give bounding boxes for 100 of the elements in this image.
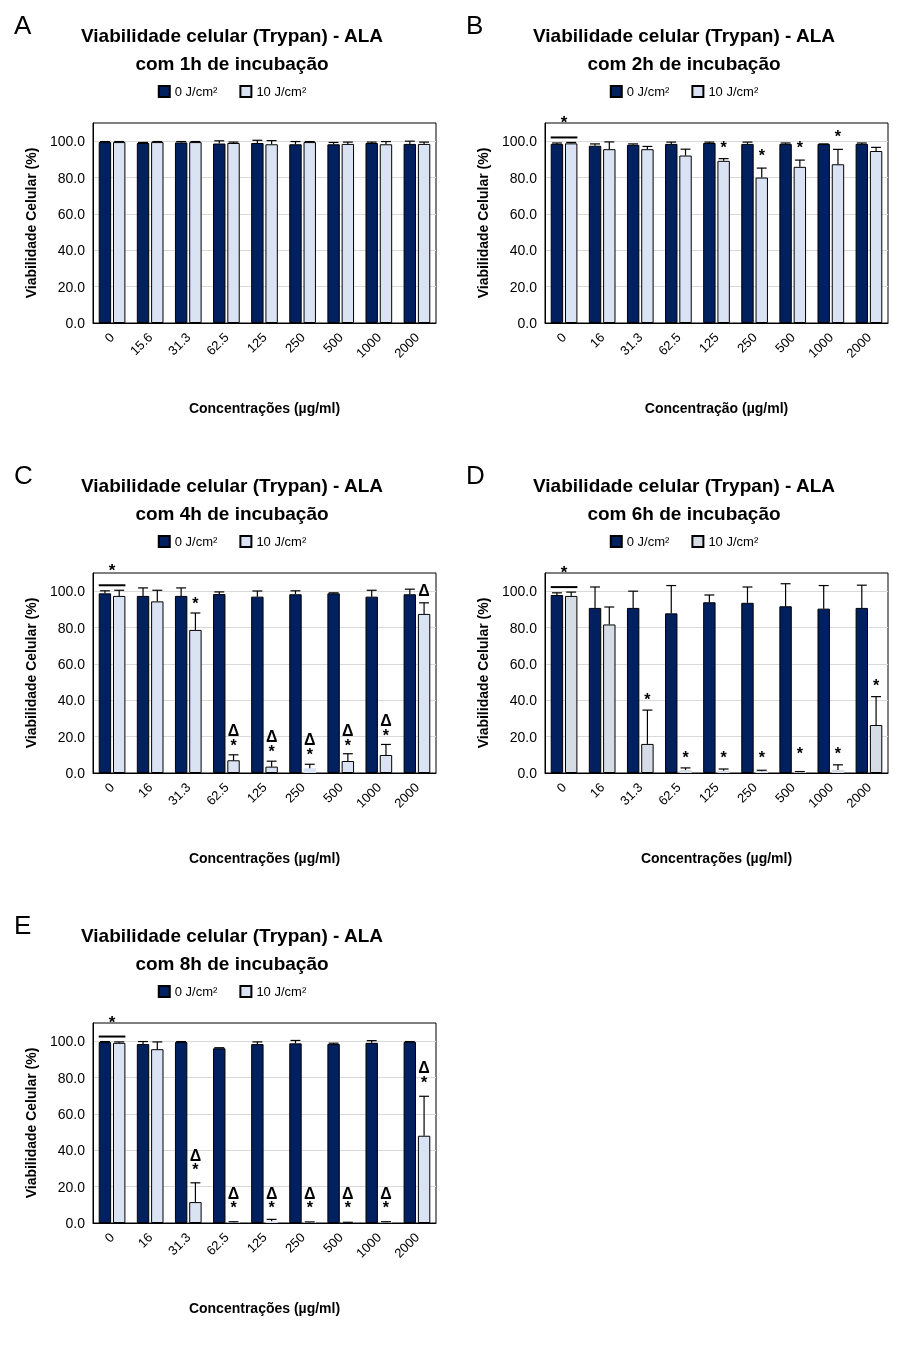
x-tick-label: 0 [101, 1229, 118, 1246]
annotation: * [306, 1199, 314, 1217]
x-tick-label: 31.3 [617, 779, 646, 809]
x-tick-label: 15.6 [126, 329, 156, 359]
y-axis-title: Viabilidade Celular (%) [23, 147, 39, 299]
annotation: Δ [265, 1184, 278, 1202]
y-tick-label: 0.0 [65, 765, 86, 781]
annotation: * [192, 594, 200, 612]
annotation: * [382, 1199, 390, 1217]
legend-label: 0 J/cm² [626, 534, 671, 549]
x-tick-label: 500 [320, 1229, 347, 1256]
y-tick-label: 100.0 [501, 133, 538, 150]
annotation: * [834, 744, 842, 762]
y-tick-label: 40.0 [57, 242, 86, 259]
y-tick-label: 80.0 [57, 169, 86, 186]
x-tick-label: 0 [553, 329, 570, 346]
text: B [466, 10, 484, 40]
y-tick-label: 60.0 [57, 655, 86, 672]
annotation: Δ [227, 721, 240, 739]
x-tick-label: 125 [243, 1229, 270, 1256]
y-tick-label: 0.0 [65, 1215, 86, 1231]
annotation: * [560, 113, 568, 133]
y-tick-label: 80.0 [509, 619, 538, 636]
annotation: * [230, 736, 238, 754]
x-axis-title: Concentrações (µg/ml) [188, 400, 341, 416]
x-tick-label: 500 [320, 329, 347, 356]
annotation: * [872, 677, 880, 695]
annotation: * [796, 139, 804, 157]
annotation: * [644, 691, 652, 709]
x-tick-label: 250 [281, 779, 308, 806]
y-tick-label: 40.0 [509, 242, 538, 259]
y-tick-label: 80.0 [509, 169, 538, 186]
x-tick-label: 31.3 [165, 779, 194, 809]
chart-title: Viabilidade celular (Trypan) - ALA com 6h de incubação [533, 474, 836, 524]
x-axis-title: Concentrações (µg/ml) [188, 1300, 341, 1316]
y-tick-label: 40.0 [509, 692, 538, 709]
annotation: * [720, 139, 728, 157]
y-tick-label: 100.0 [49, 583, 86, 600]
y-tick-label: 100.0 [49, 133, 86, 150]
y-tick-label: 0.0 [517, 315, 538, 331]
x-axis-title: Concentrações (µg/ml) [640, 850, 793, 866]
y-tick-label: 20.0 [57, 1178, 86, 1195]
text: E [14, 910, 32, 940]
annotation: Δ [380, 1184, 392, 1202]
annotation: Δ [342, 721, 354, 739]
text: D [466, 460, 485, 490]
legend-label: 0 J/cm² [174, 984, 219, 999]
annotation: Δ [342, 1184, 354, 1202]
x-tick-label: 0 [101, 329, 118, 346]
x-tick-label: 125 [243, 329, 270, 356]
y-tick-label: 80.0 [57, 619, 86, 636]
y-tick-label: 60.0 [509, 205, 538, 222]
x-tick-label: 500 [772, 779, 799, 806]
x-tick-label: 125 [243, 779, 270, 806]
y-tick-label: 20.0 [509, 278, 538, 295]
y-axis-title: Viabilidade Celular (%) [23, 597, 39, 749]
chart-title: Viabilidade celular (Trypan) - ALA com 1h de incubação [81, 24, 384, 74]
y-tick-label: 60.0 [509, 655, 538, 672]
annotation: Δ [304, 1184, 316, 1202]
y-tick-label: 60.0 [57, 1105, 86, 1122]
annotation: * [108, 1012, 116, 1032]
annotation: * [796, 744, 804, 762]
y-tick-label: 20.0 [57, 278, 86, 295]
x-tick-label: 31.3 [165, 329, 194, 359]
legend-label: 0 J/cm² [626, 84, 671, 99]
y-tick-label: 40.0 [57, 692, 86, 709]
annotation: Δ [227, 1184, 240, 1202]
y-axis-title: Viabilidade Celular (%) [475, 597, 491, 749]
annotation: Δ [380, 711, 392, 729]
x-axis-title: Concentrações (µg/ml) [188, 850, 341, 866]
x-tick-label: 500 [772, 329, 799, 356]
x-tick-label: 16 [134, 1229, 156, 1251]
text: C [14, 460, 33, 490]
annotation: * [720, 749, 728, 767]
chart-title: Viabilidade celular (Trypan) - ALA com 8h de incubação [81, 924, 384, 974]
x-tick-label: 500 [320, 779, 347, 806]
x-tick-label: 250 [281, 1229, 308, 1256]
y-tick-label: 20.0 [57, 728, 86, 745]
x-tick-label: 31.3 [617, 329, 646, 359]
annotation: * [268, 1199, 276, 1217]
annotation: * [682, 749, 690, 767]
chart-title: Viabilidade celular (Trypan) - ALA com 2h de incubação [533, 24, 836, 74]
annotation: * [560, 563, 568, 583]
legend-label: 0 J/cm² [174, 84, 219, 99]
annotation: * [344, 736, 352, 754]
x-tick-label: 16 [586, 329, 608, 351]
annotation: * [344, 1199, 352, 1217]
y-tick-label: 20.0 [509, 728, 538, 745]
y-tick-label: 100.0 [49, 1033, 86, 1050]
annotation: * [758, 146, 766, 164]
x-tick-label: 16 [134, 779, 156, 801]
x-tick-label: 16 [586, 779, 608, 801]
x-tick-label: 31.3 [165, 1229, 194, 1259]
legend-label: 10 J/cm² [256, 534, 307, 549]
y-tick-label: 40.0 [57, 1142, 86, 1159]
text: A [14, 10, 32, 40]
y-tick-label: 60.0 [57, 205, 86, 222]
legend-label: 10 J/cm² [708, 84, 759, 99]
chart-title: Viabilidade celular (Trypan) - ALA com 4h de incubação [81, 474, 384, 524]
annotation: * [834, 128, 842, 146]
